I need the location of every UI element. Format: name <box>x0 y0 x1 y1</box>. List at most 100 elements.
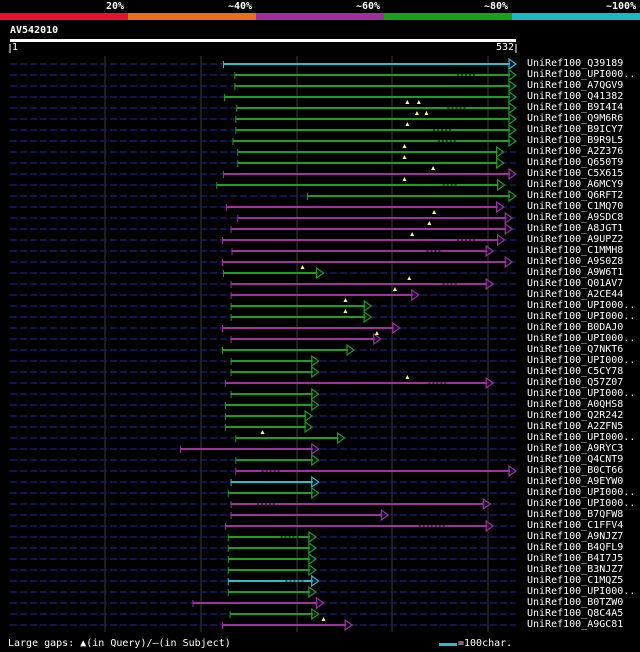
identity-segment <box>256 13 384 20</box>
hit-label[interactable]: UniRef100_A9EYW0 <box>527 476 624 487</box>
identity-label: ~100% <box>606 1 637 12</box>
hit-label[interactable]: UniRef100_A2Z376 <box>527 146 624 157</box>
hit-arrowhead <box>485 244 495 258</box>
hit-arrowhead <box>311 365 320 379</box>
hit-label[interactable]: UniRef100_Q41382 <box>527 91 624 102</box>
hit-label[interactable]: UniRef100_Q8C4A5 <box>527 608 624 619</box>
hit-arrowhead <box>311 398 320 412</box>
hit-label[interactable]: UniRef100_C1MQZ5 <box>527 575 624 586</box>
hit-label[interactable]: UniRef100_A2ZFN5 <box>527 421 624 432</box>
hit-label[interactable]: UniRef100_C5CY78 <box>527 366 624 377</box>
hit-label[interactable]: UniRef100_Q57Z07 <box>527 377 624 388</box>
hit-arrowhead <box>508 123 518 137</box>
query-gap-marker <box>405 122 410 126</box>
query-id: AV542010 <box>10 25 59 36</box>
hit-label[interactable]: UniRef100_A9UPZ2 <box>527 234 624 245</box>
identity-label: ~60% <box>356 1 381 12</box>
hit-label[interactable]: UniRef100_Q6RFT2 <box>527 190 624 201</box>
hit-label[interactable]: UniRef100_Q7NKT6 <box>527 344 624 355</box>
hit-label[interactable]: UniRef100_UPI000.. <box>527 586 636 597</box>
hit-label[interactable]: UniRef100_A2CE44 <box>527 289 624 300</box>
hit-label[interactable]: UniRef100_A9W6T1 <box>527 267 624 278</box>
hit-arrowhead <box>311 453 320 467</box>
hit-label[interactable]: UniRef100_UPI000.. <box>527 487 636 498</box>
hit-label[interactable]: UniRef100_A9RYC3 <box>527 443 624 454</box>
hit-label[interactable]: UniRef100_Q01AV7 <box>527 278 624 289</box>
hit-label[interactable]: UniRef100_C1FFV4 <box>527 520 624 531</box>
identity-label: ~80% <box>484 1 509 12</box>
hit-label[interactable]: UniRef100_A6MCY9 <box>527 179 624 190</box>
identity-segment <box>0 13 128 20</box>
hit-arrowhead <box>504 222 514 236</box>
hit-arrowhead <box>304 420 314 434</box>
hit-arrowhead <box>308 530 317 544</box>
hit-label[interactable]: UniRef100_B9ICY7 <box>527 124 624 135</box>
hit-label[interactable]: UniRef100_A9GC81 <box>527 619 624 630</box>
hit-arrowhead <box>496 145 505 159</box>
hit-label[interactable]: UniRef100_UPI000.. <box>527 300 636 311</box>
hit-arrowhead <box>508 464 518 478</box>
query-gap-marker <box>432 210 437 214</box>
hit-label[interactable]: UniRef100_B0CT66 <box>527 465 624 476</box>
query-bar <box>10 39 516 42</box>
hit-label[interactable]: UniRef100_UPI000.. <box>527 432 636 443</box>
hit-arrowhead <box>308 541 317 555</box>
identity-segment <box>512 13 640 20</box>
hit-label[interactable]: UniRef100_B9I4I4 <box>527 102 624 113</box>
hit-label[interactable]: UniRef100_UPI000.. <box>527 388 636 399</box>
query-gap-marker <box>410 232 415 236</box>
hit-label[interactable]: UniRef100_A9S0Z8 <box>527 256 624 267</box>
hit-label[interactable]: UniRef100_B4QFL9 <box>527 542 624 553</box>
hit-arrowhead <box>411 288 420 302</box>
hit-label[interactable]: UniRef100_UPI000.. <box>527 498 636 509</box>
identity-label: 20% <box>106 1 125 12</box>
query-gap-marker <box>343 298 348 302</box>
hit-label[interactable]: UniRef100_UPI000.. <box>527 355 636 366</box>
hit-label[interactable]: UniRef100_UPI000.. <box>527 69 636 80</box>
query-gap-marker <box>321 617 326 621</box>
hit-arrowhead <box>311 574 320 588</box>
hit-arrowhead <box>308 552 317 566</box>
hit-label[interactable]: UniRef100_UPI000.. <box>527 311 636 322</box>
hit-label[interactable]: UniRef100_A9SDC8 <box>527 212 624 223</box>
hit-label[interactable]: UniRef100_A8JGT1 <box>527 223 624 234</box>
query-gap-marker <box>416 100 421 104</box>
query-gap-marker <box>405 100 410 104</box>
hit-label[interactable]: UniRef100_A7QGV9 <box>527 80 624 91</box>
hit-label[interactable]: UniRef100_A9NJZ7 <box>527 531 624 542</box>
query-gap-marker <box>402 144 407 148</box>
hit-label[interactable]: UniRef100_B9R9L5 <box>527 135 624 146</box>
hit-label[interactable]: UniRef100_A0QHS8 <box>527 399 624 410</box>
hit-label[interactable]: UniRef100_C5X615 <box>527 168 624 179</box>
hit-label[interactable]: UniRef100_B7QFW8 <box>527 509 624 520</box>
hit-label[interactable]: UniRef100_Q39189 <box>527 58 624 69</box>
hit-label[interactable]: UniRef100_B0TZW0 <box>527 597 624 608</box>
query-gap-marker <box>402 155 407 159</box>
hit-arrowhead <box>315 596 325 610</box>
hit-label[interactable]: UniRef100_Q2R242 <box>527 410 624 421</box>
hit-label[interactable]: UniRef100_B4I7J5 <box>527 553 624 564</box>
scale-bar <box>439 643 457 646</box>
hit-arrowhead <box>496 200 505 214</box>
hit-label[interactable]: UniRef100_Q9M6R6 <box>527 113 624 124</box>
hit-label[interactable]: UniRef100_Q4CNT9 <box>527 454 624 465</box>
hit-arrowhead <box>485 376 495 390</box>
hit-arrowhead <box>311 442 320 456</box>
hit-arrowhead <box>485 519 495 533</box>
hit-label[interactable]: UniRef100_B0DAJ0 <box>527 322 624 333</box>
query-gap-marker <box>374 331 379 335</box>
hit-label[interactable]: UniRef100_C1MQ70 <box>527 201 624 212</box>
identity-label: ~40% <box>228 1 253 12</box>
hit-label[interactable]: UniRef100_Q650T9 <box>527 157 624 168</box>
query-gap-marker <box>407 276 412 280</box>
hit-arrowhead <box>344 618 354 632</box>
hit-label[interactable]: UniRef100_UPI000.. <box>527 333 636 344</box>
identity-segment <box>128 13 256 20</box>
query-gap-marker <box>427 221 432 225</box>
hit-arrowhead <box>363 299 373 313</box>
hit-arrowhead <box>508 112 518 126</box>
hit-label[interactable]: UniRef100_C1MMH8 <box>527 245 624 256</box>
query-gap-marker <box>414 111 419 115</box>
hit-label[interactable]: UniRef100_B3NJZ7 <box>527 564 624 575</box>
